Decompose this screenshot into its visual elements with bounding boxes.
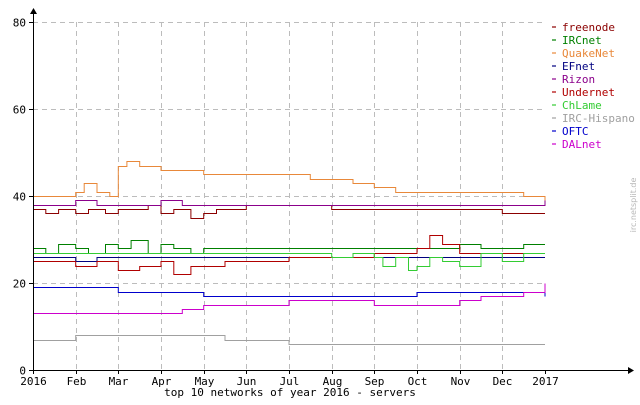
x-tick-label: Oct xyxy=(408,375,428,388)
legend-label: Undernet xyxy=(562,86,615,99)
y-tick-label: 60 xyxy=(13,104,26,117)
series-line-oftc xyxy=(33,287,546,297)
x-tick-label: May xyxy=(195,375,215,388)
x-tick-label: Aug xyxy=(323,375,343,388)
series-group xyxy=(33,161,546,345)
series-line-undernet xyxy=(33,235,545,275)
x-tick-label: 2016 xyxy=(20,375,47,388)
legend-label: Rizon xyxy=(562,73,595,86)
y-tick-label: 20 xyxy=(13,278,26,291)
y-tick-label: 80 xyxy=(13,17,26,30)
x-tick-label: Apr xyxy=(152,375,172,388)
chart-title: top 10 networks of year 2016 - servers xyxy=(164,386,416,399)
legend-label: IRCnet xyxy=(562,34,602,47)
x-tick-label: Jun xyxy=(237,375,257,388)
legend-label: OFTC xyxy=(562,125,589,138)
x-axis-arrow xyxy=(628,367,634,374)
grid xyxy=(33,22,545,370)
legend-label: QuakeNet xyxy=(562,47,615,60)
series-line-quakenet xyxy=(33,161,546,201)
watermark: irc.netsplit.de xyxy=(629,178,638,233)
series-line-chlame xyxy=(33,253,545,271)
x-tick-label: Dec xyxy=(493,375,513,388)
x-tick-label: Jul xyxy=(280,375,300,388)
x-tick-label: Sep xyxy=(365,375,385,388)
x-tick-label: 2017 xyxy=(532,375,559,388)
legend-label: IRC-Hispano xyxy=(562,112,635,125)
axes: 2016 Feb Mar Apr May Jun Jul Aug Sep Oct Nov Dec 201… xyxy=(13,8,634,388)
x-tick-label: Mar xyxy=(109,375,129,388)
x-tick-label: Feb xyxy=(67,375,87,388)
x-tick-label: Nov xyxy=(451,375,471,388)
series-line-rizon xyxy=(33,200,546,206)
legend-label: DALnet xyxy=(562,138,602,151)
legend-label: ChLame xyxy=(562,99,602,112)
series-line-irc-hispano xyxy=(33,335,545,345)
y-tick-label: 0 xyxy=(19,365,26,378)
legend: freenodeIRCnetQuakeNetEFnetRizonUndernet… xyxy=(552,21,635,151)
series-line-dalnet xyxy=(33,283,546,314)
y-tick-label: 40 xyxy=(13,191,26,204)
series-line-freenode xyxy=(33,205,545,219)
y-axis-arrow xyxy=(30,8,37,14)
legend-label: freenode xyxy=(562,21,615,34)
series-line-ircnet xyxy=(33,240,545,254)
series-line-efnet xyxy=(33,257,545,262)
legend-label: EFnet xyxy=(562,60,595,73)
